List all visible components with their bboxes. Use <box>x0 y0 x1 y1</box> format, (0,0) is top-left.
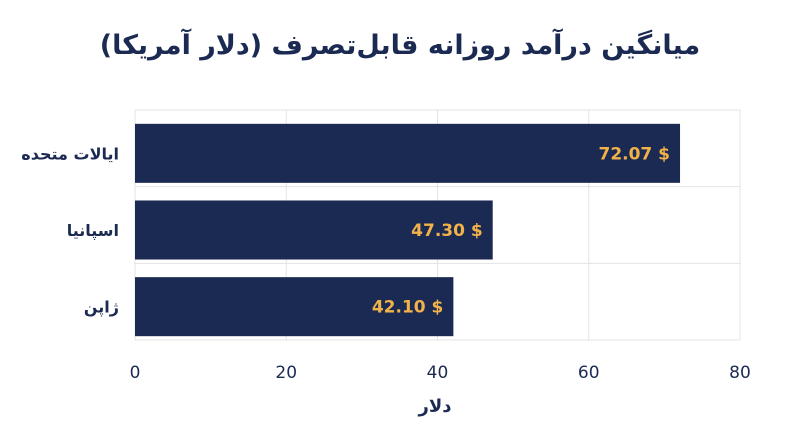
category-label: ایالات متحده <box>21 144 119 163</box>
x-tick-label: 60 <box>578 363 600 383</box>
x-axis-label: دلار <box>418 396 452 417</box>
chart-title: میانگین درآمد روزانه قابل‌تصرف (دلار آمر… <box>99 30 701 61</box>
bar-value-label: 72.07 $ <box>598 144 670 164</box>
x-tick-label: 40 <box>427 363 449 383</box>
x-tick-label: 80 <box>729 363 751 383</box>
bar <box>135 200 493 260</box>
x-tick-label: 0 <box>130 363 141 383</box>
bar-value-label: 47.30 $ <box>411 221 483 241</box>
x-tick-label: 20 <box>275 363 297 383</box>
category-label: ژاپن <box>84 298 119 318</box>
category-label: اسپانیا <box>67 221 119 241</box>
bar <box>135 277 454 337</box>
bar-value-label: 42.10 $ <box>372 298 444 318</box>
bar <box>135 123 681 183</box>
